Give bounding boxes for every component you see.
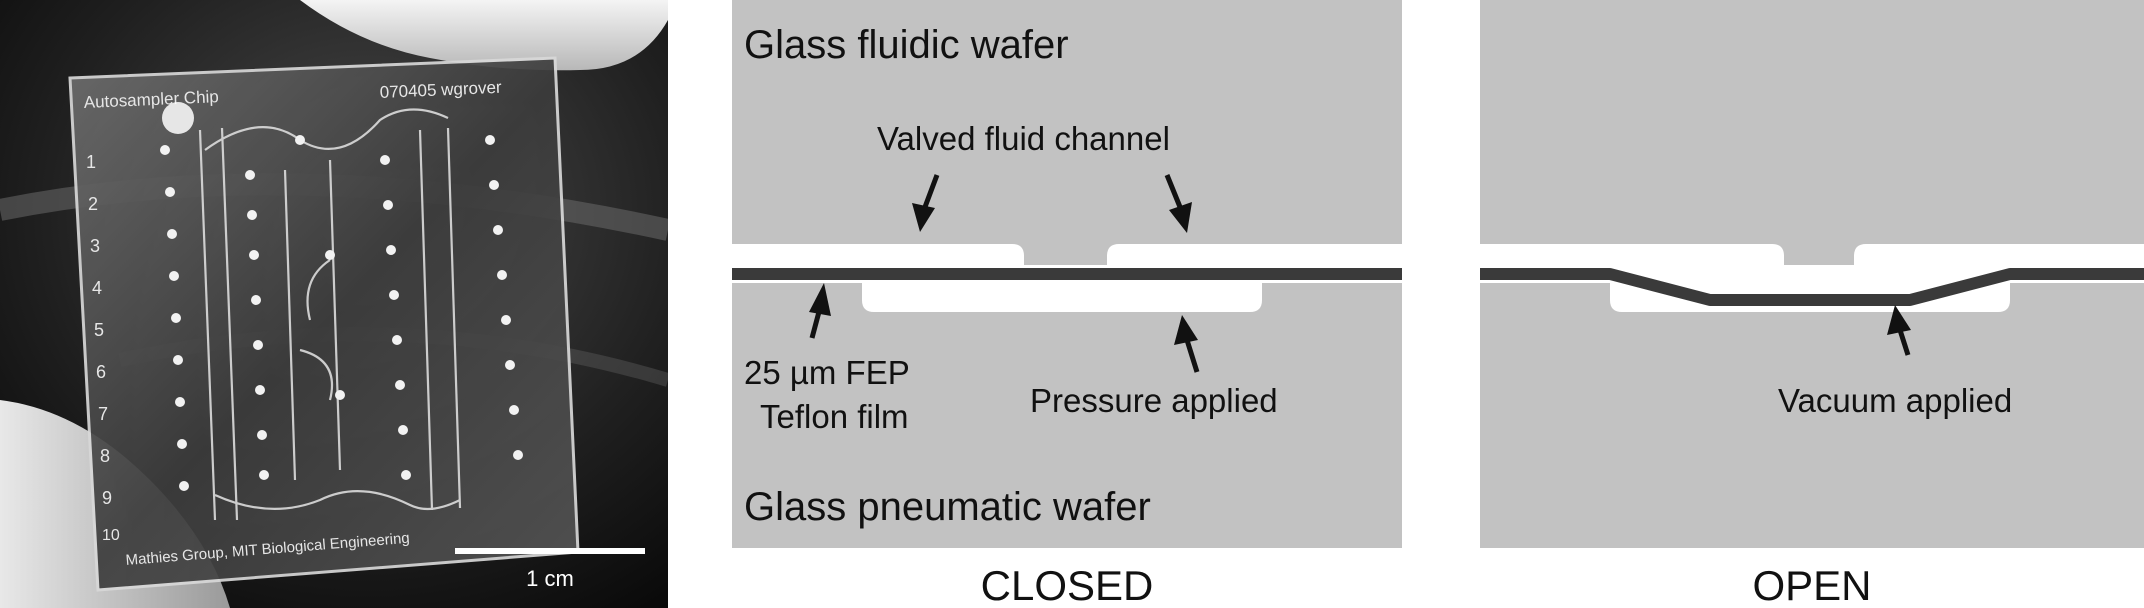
row-number: 1 (86, 152, 96, 172)
row-number: 7 (98, 404, 108, 424)
chip-photo-graphic: Autosampler Chip 070405 wgrover Mathies … (0, 0, 668, 608)
teflon-membrane (732, 268, 1402, 280)
film-label-line2: Teflon film (760, 398, 909, 435)
scale-bar: 1 cm (455, 548, 645, 591)
open-valve-graphic: Vacuum applied OPEN (1480, 0, 2144, 608)
scale-bar-label: 1 cm (526, 566, 574, 591)
fluidic-wafer-label: Glass fluidic wafer (744, 23, 1069, 67)
fluid-channel-right (1107, 244, 1402, 265)
closed-valve-graphic: Glass fluidic wafer Valved fluid channel… (732, 0, 1402, 608)
open-state-label: OPEN (1752, 562, 1871, 608)
chip-ports (160, 135, 523, 491)
vacuum-label: Vacuum applied (1778, 382, 2012, 419)
row-numbers: 1 2 3 4 5 6 7 8 9 10 (86, 152, 120, 544)
vacuum-arrow (1887, 305, 1911, 356)
channel-arrow-right (1164, 174, 1192, 233)
microfluidic-chip: Autosampler Chip 070405 wgrover Mathies … (68, 56, 580, 592)
glint (162, 102, 194, 134)
pressure-label: Pressure applied (1030, 382, 1278, 419)
channel-label: Valved fluid channel (877, 120, 1170, 157)
film-arrow (809, 283, 831, 339)
fluidic-wafer (1480, 0, 2144, 265)
fluid-channel-right (1854, 244, 2144, 265)
open-valve-diagram: Vacuum applied OPEN (1480, 0, 2144, 608)
row-number: 8 (100, 446, 110, 466)
chip-channels (198, 108, 462, 521)
row-number: 10 (102, 527, 120, 544)
pressure-arrow (1174, 315, 1200, 373)
row-number: 3 (90, 236, 100, 256)
pneumatic-wafer-label: Glass pneumatic wafer (744, 485, 1151, 529)
row-number: 4 (92, 278, 102, 298)
chip-photo: Autosampler Chip 070405 wgrover Mathies … (0, 0, 668, 608)
film-label-line1: 25 µm FEP (744, 354, 910, 391)
pneumatic-chamber (862, 283, 1262, 312)
pneumatic-wafer (732, 283, 1402, 548)
closed-state-label: CLOSED (981, 562, 1154, 608)
fluid-channel-left (1480, 244, 1784, 265)
finger-top (300, 0, 668, 71)
row-number: 5 (94, 320, 104, 340)
fluid-channel-left (732, 244, 1024, 265)
row-number: 6 (96, 362, 106, 382)
fluidic-wafer-body (732, 0, 1402, 265)
channel-arrow-left (912, 174, 940, 232)
row-number: 2 (88, 194, 98, 214)
row-number: 9 (102, 488, 112, 508)
teflon-membrane-deflected (1480, 268, 2144, 306)
scale-bar-line (455, 548, 645, 554)
pneumatic-wafer (1480, 283, 2144, 548)
closed-valve-diagram: Glass fluidic wafer Valved fluid channel… (732, 0, 1402, 608)
